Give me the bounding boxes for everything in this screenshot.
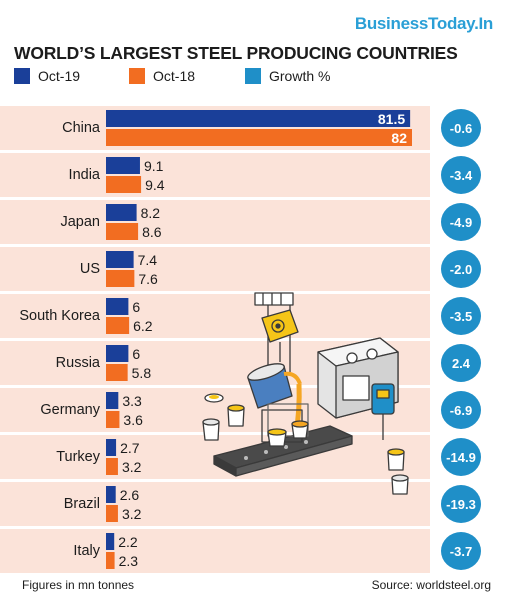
bar-oct19-india — [106, 157, 140, 174]
bar-oct18-south-korea — [106, 317, 130, 334]
chart-title: WORLD’S LARGEST STEEL PRODUCING COUNTRIE… — [14, 43, 458, 63]
bar-oct19-japan — [106, 204, 137, 221]
category-label-turkey: Turkey — [56, 449, 101, 465]
value-label-oct18-china: 82 — [391, 130, 407, 146]
growth-label-south-korea: -3.5 — [450, 309, 472, 324]
legend-item-oct18: Oct-18 — [129, 68, 195, 84]
growth-badge-china — [441, 109, 481, 147]
growth-badge-india — [441, 156, 481, 194]
growth-label-italy: -3.7 — [450, 544, 472, 559]
growth-badge-brazil — [441, 485, 481, 523]
bar-oct19-italy — [106, 533, 115, 550]
value-label-oct19-italy: 2.2 — [118, 534, 138, 550]
bar-oct18-germany — [106, 411, 120, 428]
bar-oct18-china — [106, 129, 412, 146]
category-label-south-korea: South Korea — [19, 308, 101, 324]
bar-oct19-russia — [106, 345, 129, 362]
legend-label-oct19: Oct-19 — [38, 68, 81, 84]
source-note: Source: worldsteel.org — [371, 578, 491, 592]
bar-oct18-brazil — [106, 505, 118, 522]
row-bg-us — [0, 247, 430, 291]
value-label-oct19-turkey: 2.7 — [120, 440, 140, 456]
legend-item-oct19: Oct-19 — [14, 68, 80, 84]
bar-oct19-turkey — [106, 439, 117, 456]
value-label-oct18-turkey: 3.2 — [122, 459, 142, 475]
row-bg-italy — [0, 529, 430, 573]
growth-badge-us — [441, 250, 481, 288]
value-label-oct19-south-korea: 6 — [132, 299, 140, 315]
legend-swatch-oct18 — [129, 68, 145, 84]
growth-label-turkey: -14.9 — [446, 450, 476, 465]
value-label-oct18-us: 7.6 — [138, 271, 158, 287]
value-label-oct18-italy: 2.3 — [119, 553, 139, 569]
growth-badge-russia — [441, 344, 481, 382]
category-label-russia: Russia — [56, 355, 101, 371]
growth-badge-south-korea — [441, 297, 481, 335]
value-label-oct18-south-korea: 6.2 — [133, 318, 153, 334]
legend-swatch-growth — [245, 68, 261, 84]
value-label-oct18-russia: 5.8 — [132, 365, 152, 381]
bar-oct18-india — [106, 176, 142, 193]
bar-oct18-italy — [106, 552, 115, 569]
legend: Oct-19 Oct-18 Growth % — [0, 68, 505, 88]
legend-swatch-oct19 — [14, 68, 30, 84]
legend-label-oct18: Oct-18 — [153, 68, 196, 84]
growth-label-india: -3.4 — [450, 168, 473, 183]
value-label-oct18-japan: 8.6 — [142, 224, 162, 240]
bar-oct19-us — [106, 251, 134, 268]
row-bg-india — [0, 153, 430, 197]
bar-oct18-japan — [106, 223, 139, 240]
bar-oct18-us — [106, 270, 135, 287]
growth-label-us: -2.0 — [450, 262, 472, 277]
category-label-germany: Germany — [40, 402, 100, 418]
value-label-oct19-india: 9.1 — [144, 158, 164, 174]
category-label-japan: Japan — [60, 214, 100, 230]
growth-badge-japan — [441, 203, 481, 241]
growth-label-japan: -4.9 — [450, 215, 472, 230]
legend-item-growth: Growth % — [245, 68, 330, 84]
value-label-oct18-brazil: 3.2 — [122, 506, 142, 522]
growth-label-germany: -6.9 — [450, 403, 472, 418]
value-label-oct19-russia: 6 — [132, 346, 140, 362]
bar-oct19-china — [106, 110, 411, 127]
bar-oct19-south-korea — [106, 298, 129, 315]
legend-label-growth: Growth % — [269, 68, 331, 84]
bar-oct18-russia — [106, 364, 128, 381]
category-label-us: US — [80, 261, 100, 277]
category-label-china: China — [62, 120, 101, 136]
value-label-oct19-japan: 8.2 — [141, 205, 161, 221]
value-label-oct18-germany: 3.6 — [123, 412, 143, 428]
value-label-oct19-china: 81.5 — [378, 111, 405, 127]
value-label-oct18-india: 9.4 — [145, 177, 165, 193]
growth-badge-turkey — [441, 438, 481, 476]
value-label-oct19-germany: 3.3 — [122, 393, 142, 409]
growth-label-china: -0.6 — [450, 121, 472, 136]
category-label-india: India — [69, 167, 101, 183]
brand-logo: BusinessToday.In — [354, 14, 493, 33]
bar-oct19-germany — [106, 392, 119, 409]
value-label-oct19-brazil: 2.6 — [120, 487, 140, 503]
units-note: Figures in mn tonnes — [22, 578, 135, 592]
row-bg-japan — [0, 200, 430, 244]
category-label-italy: Italy — [73, 543, 100, 559]
bar-oct19-brazil — [106, 486, 116, 503]
value-label-oct19-us: 7.4 — [138, 252, 158, 268]
growth-badge-italy — [441, 532, 481, 570]
growth-badge-germany — [441, 391, 481, 429]
growth-label-brazil: -19.3 — [446, 497, 476, 512]
bar-oct18-turkey — [106, 458, 118, 475]
category-label-brazil: Brazil — [64, 496, 100, 512]
steel-plant-illustration-icon — [202, 292, 409, 495]
row-bg-south-korea — [0, 294, 430, 338]
growth-label-russia: 2.4 — [452, 356, 471, 371]
row-bg-brazil — [0, 482, 430, 526]
